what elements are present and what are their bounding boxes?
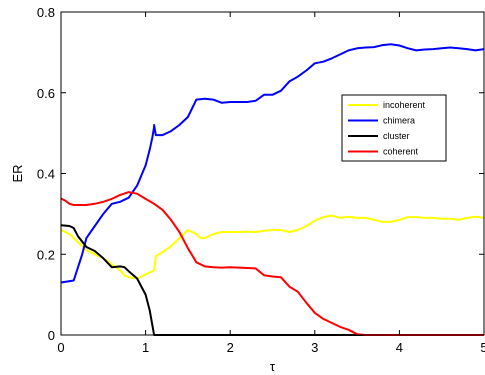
legend-label-chimera: chimera: [383, 116, 415, 126]
legend-label-coherent: coherent: [383, 147, 419, 157]
x-tick-label: 5: [480, 340, 485, 355]
series-line-cluster: [60, 224, 484, 336]
series-line-incoherent: [60, 214, 485, 280]
y-tick-label: 0.8: [37, 5, 55, 20]
axis-tick-labels: 0 1 2 3 4 5 0 0.2 0.4 0.6 0.8: [37, 5, 485, 355]
y-tick-label: 0.4: [37, 167, 55, 182]
x-axis-label: τ: [270, 359, 276, 374]
y-tick-label: 0: [48, 328, 55, 343]
x-tick-label: 4: [396, 340, 403, 355]
y-tick-label: 0.6: [37, 86, 55, 101]
plot-area-frame: [60, 11, 485, 336]
x-tick-label: 0: [57, 340, 64, 355]
x-tick-label: 3: [311, 340, 318, 355]
legend-box: [341, 94, 447, 162]
legend-label-cluster: cluster: [383, 131, 410, 141]
series-line-coherent: [60, 191, 484, 336]
y-tick-label: 0.2: [37, 247, 55, 262]
legend-label-incoherent: incoherent: [383, 100, 426, 110]
x-tick-label: 2: [227, 340, 234, 355]
legend: incoherent chimera cluster coherent: [341, 94, 447, 162]
axis-ticks: [60, 11, 485, 336]
series-line-chimera: [60, 43, 485, 284]
y-axis-label: ER: [10, 164, 25, 182]
series-lines: [60, 43, 485, 336]
x-tick-label: 1: [142, 340, 149, 355]
